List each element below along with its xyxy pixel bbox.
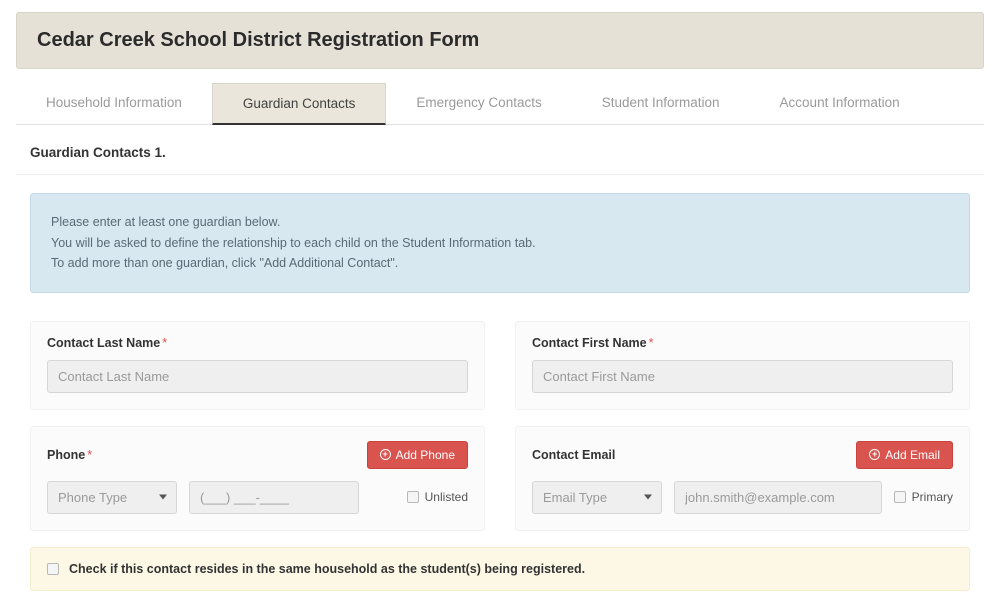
- checkbox-icon: [407, 491, 419, 503]
- first-name-label: Contact First Name*: [532, 336, 953, 350]
- phone-type-select[interactable]: [47, 481, 177, 514]
- required-icon: *: [162, 336, 167, 350]
- tab-student-information[interactable]: Student Information: [572, 83, 750, 124]
- info-line: You will be asked to define the relation…: [51, 233, 949, 254]
- first-name-input[interactable]: [532, 360, 953, 393]
- tab-account-information[interactable]: Account Information: [750, 83, 930, 124]
- primary-checkbox-group[interactable]: Primary: [894, 490, 953, 504]
- household-check-row[interactable]: Check if this contact resides in the sam…: [30, 547, 970, 591]
- email-group: Contact Email + Add Email Primary: [515, 426, 970, 531]
- household-check-label: Check if this contact resides in the sam…: [69, 562, 585, 576]
- info-line: Please enter at least one guardian below…: [51, 212, 949, 233]
- phone-number-input[interactable]: [189, 481, 359, 514]
- info-line: To add more than one guardian, click "Ad…: [51, 253, 949, 274]
- required-icon: *: [87, 448, 92, 462]
- plus-circle-icon: +: [380, 449, 391, 460]
- checkbox-icon: [47, 563, 59, 575]
- add-email-button[interactable]: + Add Email: [856, 441, 953, 469]
- tab-emergency-contacts[interactable]: Emergency Contacts: [386, 83, 571, 124]
- checkbox-icon: [894, 491, 906, 503]
- add-phone-button[interactable]: + Add Phone: [367, 441, 468, 469]
- email-address-input[interactable]: [674, 481, 882, 514]
- email-label: Contact Email: [532, 448, 615, 462]
- plus-circle-icon: +: [869, 449, 880, 460]
- page-header: Cedar Creek School District Registration…: [16, 12, 984, 69]
- tabs-bar: Household Information Guardian Contacts …: [16, 83, 984, 125]
- last-name-group: Contact Last Name*: [30, 321, 485, 410]
- last-name-input[interactable]: [47, 360, 468, 393]
- phone-label: Phone*: [47, 448, 92, 462]
- first-name-group: Contact First Name*: [515, 321, 970, 410]
- tab-household-information[interactable]: Household Information: [16, 83, 212, 124]
- phone-group: Phone* + Add Phone Unlisted: [30, 426, 485, 531]
- page-title: Cedar Creek School District Registration…: [37, 29, 963, 52]
- tab-guardian-contacts[interactable]: Guardian Contacts: [212, 83, 387, 125]
- required-icon: *: [649, 336, 654, 350]
- unlisted-checkbox-group[interactable]: Unlisted: [407, 490, 468, 504]
- last-name-label: Contact Last Name*: [47, 336, 468, 350]
- info-box: Please enter at least one guardian below…: [30, 193, 970, 293]
- section-title: Guardian Contacts 1.: [16, 135, 984, 175]
- email-type-select[interactable]: [532, 481, 662, 514]
